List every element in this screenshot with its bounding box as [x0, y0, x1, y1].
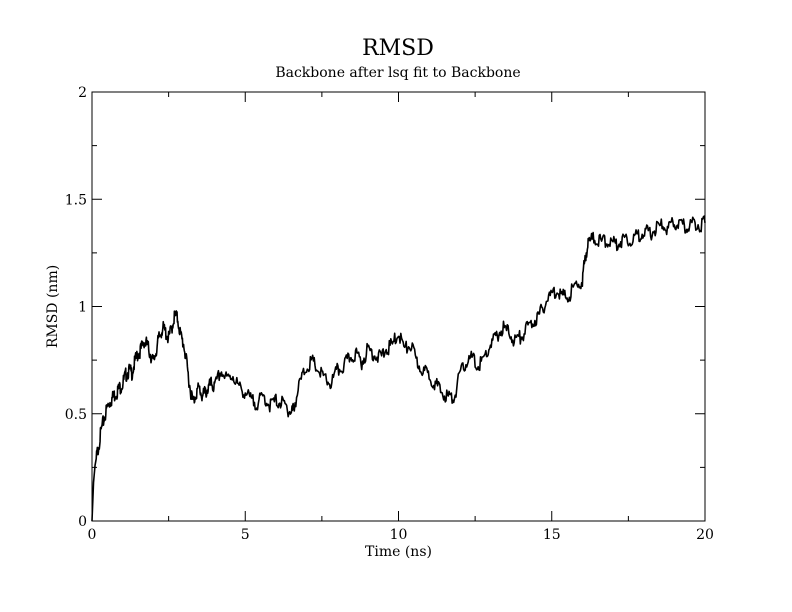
y-tick-label-1: 1	[78, 300, 87, 316]
y-tick-label-1.5: 1.5	[65, 192, 87, 208]
rmsd-series-line	[91, 215, 706, 522]
y-axis-label: RMSD (nm)	[45, 265, 61, 348]
plot-frame	[91, 91, 706, 522]
x-tick-label-0: 0	[88, 527, 97, 543]
y-tick-label-0.5: 0.5	[65, 407, 87, 423]
chart-subtitle: Backbone after lsq fit to Backbone	[275, 65, 520, 81]
axis-ticks	[91, 91, 706, 522]
x-tick-label-20: 20	[696, 527, 714, 543]
x-axis-label: Time (ns)	[365, 544, 432, 560]
x-tick-label-15: 15	[543, 527, 561, 543]
y-tick-label-2: 2	[78, 85, 87, 101]
chart-title: RMSD	[362, 36, 434, 61]
y-tick-label-0: 0	[78, 514, 87, 530]
x-tick-label-5: 5	[241, 527, 250, 543]
x-tick-label-10: 10	[390, 527, 408, 543]
